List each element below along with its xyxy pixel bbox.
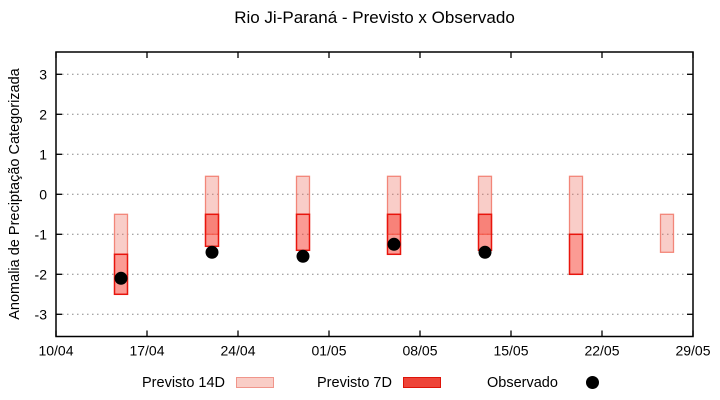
legend-swatch-previsto-7d-icon xyxy=(402,377,441,388)
plot-border xyxy=(55,51,694,338)
y-tick-label: -1 xyxy=(35,226,48,242)
bar-previsto14d-27/05 xyxy=(659,213,675,253)
bar-previsto14d-20/05 xyxy=(568,175,584,235)
x-tick-label: 17/04 xyxy=(129,343,164,359)
observed-dot-15/04 xyxy=(114,271,128,285)
legend-swatch-previsto-14d-icon xyxy=(236,377,275,388)
x-tick-label: 01/05 xyxy=(311,343,346,359)
bar-previsto7d-13/05 xyxy=(477,213,493,252)
x-tick-label: 10/04 xyxy=(38,343,73,359)
legend-label-observado: Observado xyxy=(487,374,558,391)
y-tick-label: 1 xyxy=(39,146,47,162)
y-tick-label: 2 xyxy=(39,106,47,122)
x-tick-label: 22/05 xyxy=(584,343,619,359)
y-tick-label: -2 xyxy=(35,266,48,282)
observed-dot-22/04 xyxy=(205,245,219,259)
x-tick-label: 24/04 xyxy=(220,343,255,359)
y-tick-label: 3 xyxy=(39,66,47,82)
legend-item-observado: Observado xyxy=(487,374,599,391)
observed-dot-29/04 xyxy=(296,249,310,263)
bar-previsto7d-22/04 xyxy=(204,213,220,248)
legend-label-previsto-14d: Previsto 14D xyxy=(142,374,226,391)
legend-item-previsto-14d: Previsto 14D xyxy=(142,374,275,391)
x-tick-label: 15/05 xyxy=(493,343,528,359)
legend-label-previsto-7d: Previsto 7D xyxy=(317,374,392,391)
y-tick-label: -3 xyxy=(35,306,48,322)
observed-dot-13/05 xyxy=(478,245,492,259)
bar-previsto14d-29/04 xyxy=(295,175,311,215)
observed-dot-06/05 xyxy=(387,237,401,251)
x-tick-label: 29/05 xyxy=(675,343,710,359)
chart-title: Rio Ji-Paraná - Previsto x Observado xyxy=(234,8,515,27)
bar-previsto14d-15/04 xyxy=(113,213,129,255)
legend-observed-dot-icon xyxy=(585,376,599,389)
legend-item-previsto-7d: Previsto 7D xyxy=(317,374,441,391)
y-tick-label: 0 xyxy=(39,186,47,202)
x-tick-label: 08/05 xyxy=(402,343,437,359)
bar-previsto7d-29/04 xyxy=(295,213,311,252)
bar-previsto7d-20/05 xyxy=(568,233,584,276)
